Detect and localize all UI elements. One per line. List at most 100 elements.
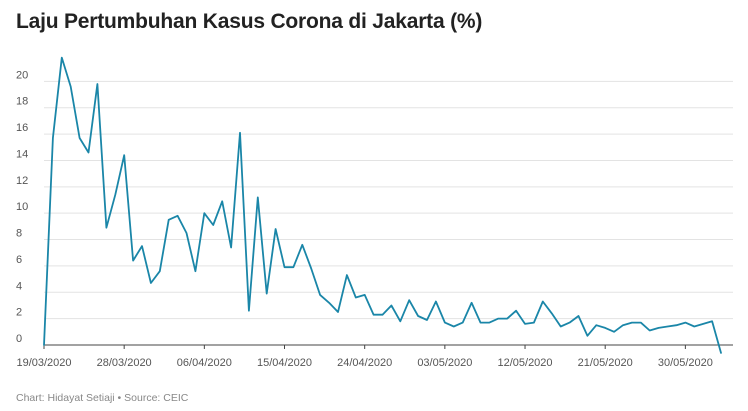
data-point[interactable] xyxy=(513,308,519,314)
x-tick-label: 12/05/2020 xyxy=(497,357,552,369)
data-point[interactable] xyxy=(665,324,671,330)
data-point[interactable] xyxy=(371,312,377,318)
data-point[interactable] xyxy=(308,266,314,272)
y-tick-label: 0 xyxy=(16,333,22,345)
data-point[interactable] xyxy=(157,268,163,274)
data-point[interactable] xyxy=(344,272,350,278)
data-point[interactable] xyxy=(477,320,483,326)
data-point[interactable] xyxy=(406,297,412,303)
data-point[interactable] xyxy=(166,217,172,223)
data-point[interactable] xyxy=(451,324,457,330)
x-tick-label: 30/05/2020 xyxy=(658,357,713,369)
data-point[interactable] xyxy=(210,222,216,228)
data-point[interactable] xyxy=(682,320,688,326)
data-point[interactable] xyxy=(531,320,537,326)
x-tick-label: 06/04/2020 xyxy=(177,357,232,369)
data-point[interactable] xyxy=(77,135,83,141)
data-point[interactable] xyxy=(246,308,252,314)
data-point[interactable] xyxy=(495,316,501,322)
y-tick-label: 20 xyxy=(16,69,28,81)
data-point[interactable] xyxy=(130,258,136,264)
x-tick-label: 24/04/2020 xyxy=(337,357,392,369)
y-tick-label: 14 xyxy=(16,148,28,160)
data-point[interactable] xyxy=(673,322,679,328)
x-tick-label: 28/03/2020 xyxy=(97,357,152,369)
data-point[interactable] xyxy=(326,300,332,306)
data-point[interactable] xyxy=(228,244,234,250)
data-point[interactable] xyxy=(139,243,145,249)
data-point[interactable] xyxy=(317,292,323,298)
data-point[interactable] xyxy=(264,291,270,297)
data-point[interactable] xyxy=(192,268,198,274)
data-point[interactable] xyxy=(718,350,724,356)
data-point[interactable] xyxy=(709,318,715,324)
data-point[interactable] xyxy=(219,198,225,204)
data-point[interactable] xyxy=(94,81,100,87)
data-point[interactable] xyxy=(593,322,599,328)
data-point[interactable] xyxy=(424,317,430,323)
data-point[interactable] xyxy=(540,299,546,305)
data-point[interactable] xyxy=(629,320,635,326)
data-point[interactable] xyxy=(103,225,109,231)
data-point[interactable] xyxy=(148,280,154,286)
data-point[interactable] xyxy=(460,320,466,326)
data-point[interactable] xyxy=(575,313,581,319)
data-point[interactable] xyxy=(282,264,288,270)
data-point[interactable] xyxy=(41,342,47,348)
data-point[interactable] xyxy=(656,325,662,331)
data-point[interactable] xyxy=(335,309,341,315)
data-point[interactable] xyxy=(184,230,190,236)
data-point[interactable] xyxy=(442,320,448,326)
data-point[interactable] xyxy=(121,152,127,158)
data-point[interactable] xyxy=(299,242,305,248)
data-point[interactable] xyxy=(433,299,439,305)
data-point[interactable] xyxy=(397,318,403,324)
data-point[interactable] xyxy=(522,321,528,327)
data-point[interactable] xyxy=(86,150,92,156)
data-point[interactable] xyxy=(388,302,394,308)
data-point[interactable] xyxy=(700,321,706,327)
data-point[interactable] xyxy=(549,310,555,316)
y-tick-label: 6 xyxy=(16,254,22,266)
data-point[interactable] xyxy=(647,328,653,334)
data-point[interactable] xyxy=(691,324,697,330)
data-point[interactable] xyxy=(638,320,644,326)
data-point[interactable] xyxy=(362,292,368,298)
x-tick-label: 21/05/2020 xyxy=(578,357,633,369)
data-point[interactable] xyxy=(620,322,626,328)
data-point[interactable] xyxy=(486,320,492,326)
data-point[interactable] xyxy=(112,192,118,198)
x-tick-label: 03/05/2020 xyxy=(417,357,472,369)
data-point[interactable] xyxy=(290,264,296,270)
data-point[interactable] xyxy=(68,84,74,90)
data-point[interactable] xyxy=(584,333,590,339)
y-tick-label: 4 xyxy=(16,280,22,292)
y-tick-label: 16 xyxy=(16,122,28,134)
y-axis-ticks: 0 2 4 6 8 10 12 14 16 18 20 xyxy=(16,69,28,345)
data-point[interactable] xyxy=(504,316,510,322)
data-point[interactable] xyxy=(380,312,386,318)
y-tick-label: 10 xyxy=(16,201,28,213)
data-point[interactable] xyxy=(611,329,617,335)
data-point[interactable] xyxy=(415,313,421,319)
series-line xyxy=(43,56,722,354)
data-point[interactable] xyxy=(567,320,573,326)
x-tick-label: 15/04/2020 xyxy=(257,357,312,369)
data-point[interactable] xyxy=(237,130,243,136)
chart-credit: Chart: Hidayat Setiaji • Source: CEIC xyxy=(16,392,189,404)
x-axis-ticks: 19/03/2020 28/03/2020 06/04/2020 15/04/2020… xyxy=(16,345,713,369)
data-point[interactable] xyxy=(50,135,56,141)
data-point[interactable] xyxy=(469,300,475,306)
data-point[interactable] xyxy=(602,325,608,331)
x-tick-label: 19/03/2020 xyxy=(16,357,71,369)
data-point[interactable] xyxy=(558,324,564,330)
data-point[interactable] xyxy=(59,55,65,61)
chart-title: Laju Pertumbuhan Kasus Corona di Jakarta… xyxy=(16,10,483,33)
data-point[interactable] xyxy=(255,194,261,200)
y-tick-label: 2 xyxy=(16,307,22,319)
data-point[interactable] xyxy=(273,226,279,232)
y-tick-label: 12 xyxy=(16,175,28,187)
data-point[interactable] xyxy=(175,213,181,219)
data-point[interactable] xyxy=(201,210,207,216)
data-point[interactable] xyxy=(353,295,359,301)
